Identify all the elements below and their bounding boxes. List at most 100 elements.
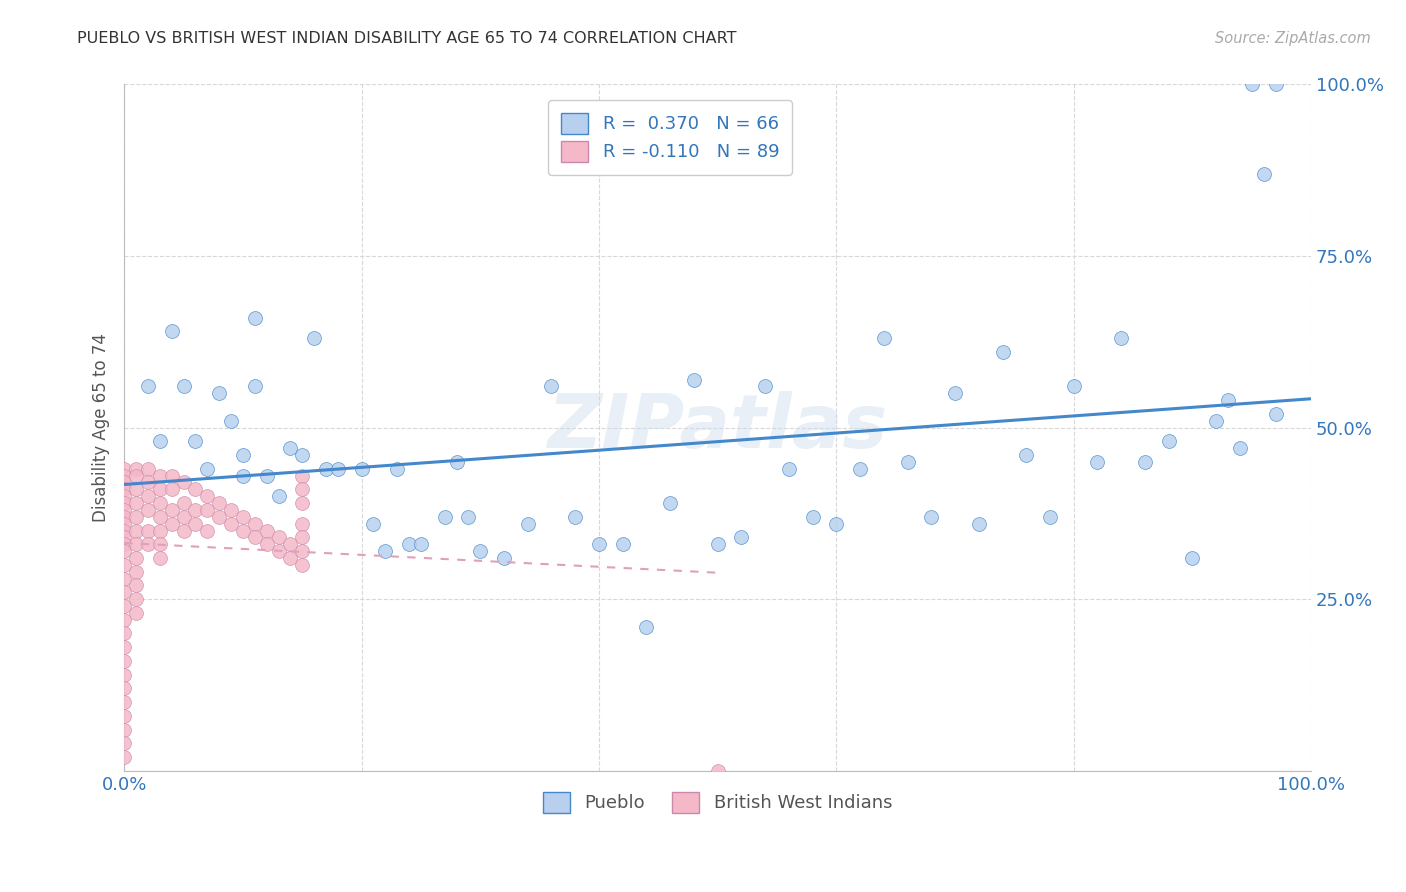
- Point: [291, 558, 314, 572]
- Point: [184, 516, 207, 531]
- Point: [1264, 407, 1286, 421]
- Point: [112, 681, 135, 696]
- Point: [112, 585, 135, 599]
- Point: [184, 434, 207, 449]
- Point: [1264, 78, 1286, 92]
- Point: [195, 489, 218, 503]
- Point: [446, 455, 468, 469]
- Point: [125, 509, 148, 524]
- Point: [173, 379, 195, 393]
- Point: [112, 509, 135, 524]
- Point: [149, 551, 172, 566]
- Point: [1109, 331, 1132, 345]
- Legend: Pueblo, British West Indians: Pueblo, British West Indians: [533, 780, 903, 823]
- Point: [1216, 393, 1239, 408]
- Point: [243, 379, 266, 393]
- Text: Source: ZipAtlas.com: Source: ZipAtlas.com: [1215, 31, 1371, 46]
- Point: [564, 509, 586, 524]
- Point: [160, 468, 183, 483]
- Point: [267, 489, 290, 503]
- Point: [433, 509, 456, 524]
- Point: [173, 524, 195, 538]
- Point: [540, 379, 562, 393]
- Point: [280, 537, 302, 551]
- Point: [825, 516, 848, 531]
- Point: [291, 516, 314, 531]
- Point: [149, 524, 172, 538]
- Point: [706, 764, 728, 778]
- Point: [516, 516, 538, 531]
- Y-axis label: Disability Age 65 to 74: Disability Age 65 to 74: [93, 333, 110, 522]
- Point: [195, 461, 218, 475]
- Point: [125, 606, 148, 620]
- Point: [256, 468, 278, 483]
- Point: [112, 544, 135, 558]
- Point: [125, 524, 148, 538]
- Point: [112, 654, 135, 668]
- Point: [1253, 167, 1275, 181]
- Point: [398, 537, 420, 551]
- Point: [291, 448, 314, 462]
- Point: [125, 578, 148, 592]
- Point: [136, 379, 159, 393]
- Point: [125, 551, 148, 566]
- Point: [683, 372, 706, 386]
- Point: [149, 509, 172, 524]
- Point: [136, 489, 159, 503]
- Point: [208, 386, 231, 401]
- Text: PUEBLO VS BRITISH WEST INDIAN DISABILITY AGE 65 TO 74 CORRELATION CHART: PUEBLO VS BRITISH WEST INDIAN DISABILITY…: [77, 31, 737, 46]
- Point: [315, 461, 337, 475]
- Point: [754, 379, 776, 393]
- Point: [730, 530, 752, 544]
- Point: [778, 461, 800, 475]
- Point: [291, 496, 314, 510]
- Point: [243, 516, 266, 531]
- Point: [160, 325, 183, 339]
- Point: [232, 509, 254, 524]
- Point: [208, 496, 231, 510]
- Point: [991, 345, 1014, 359]
- Point: [219, 414, 242, 428]
- Point: [160, 483, 183, 497]
- Point: [125, 565, 148, 579]
- Point: [149, 537, 172, 551]
- Point: [112, 626, 135, 640]
- Point: [291, 530, 314, 544]
- Point: [112, 613, 135, 627]
- Point: [112, 496, 135, 510]
- Point: [112, 483, 135, 497]
- Point: [219, 503, 242, 517]
- Point: [149, 468, 172, 483]
- Point: [706, 537, 728, 551]
- Point: [112, 461, 135, 475]
- Point: [636, 619, 658, 633]
- Point: [409, 537, 432, 551]
- Point: [125, 468, 148, 483]
- Point: [243, 530, 266, 544]
- Point: [470, 544, 492, 558]
- Point: [219, 516, 242, 531]
- Point: [302, 331, 325, 345]
- Point: [112, 516, 135, 531]
- Point: [136, 475, 159, 490]
- Point: [160, 503, 183, 517]
- Point: [256, 537, 278, 551]
- Point: [920, 509, 942, 524]
- Point: [1181, 551, 1204, 566]
- Point: [873, 331, 896, 345]
- Point: [208, 509, 231, 524]
- Point: [112, 723, 135, 737]
- Point: [1087, 455, 1109, 469]
- Point: [112, 640, 135, 655]
- Point: [896, 455, 918, 469]
- Point: [291, 544, 314, 558]
- Point: [849, 461, 872, 475]
- Point: [160, 516, 183, 531]
- Point: [326, 461, 349, 475]
- Point: [112, 503, 135, 517]
- Point: [588, 537, 610, 551]
- Point: [1063, 379, 1085, 393]
- Point: [125, 496, 148, 510]
- Point: [195, 524, 218, 538]
- Point: [112, 468, 135, 483]
